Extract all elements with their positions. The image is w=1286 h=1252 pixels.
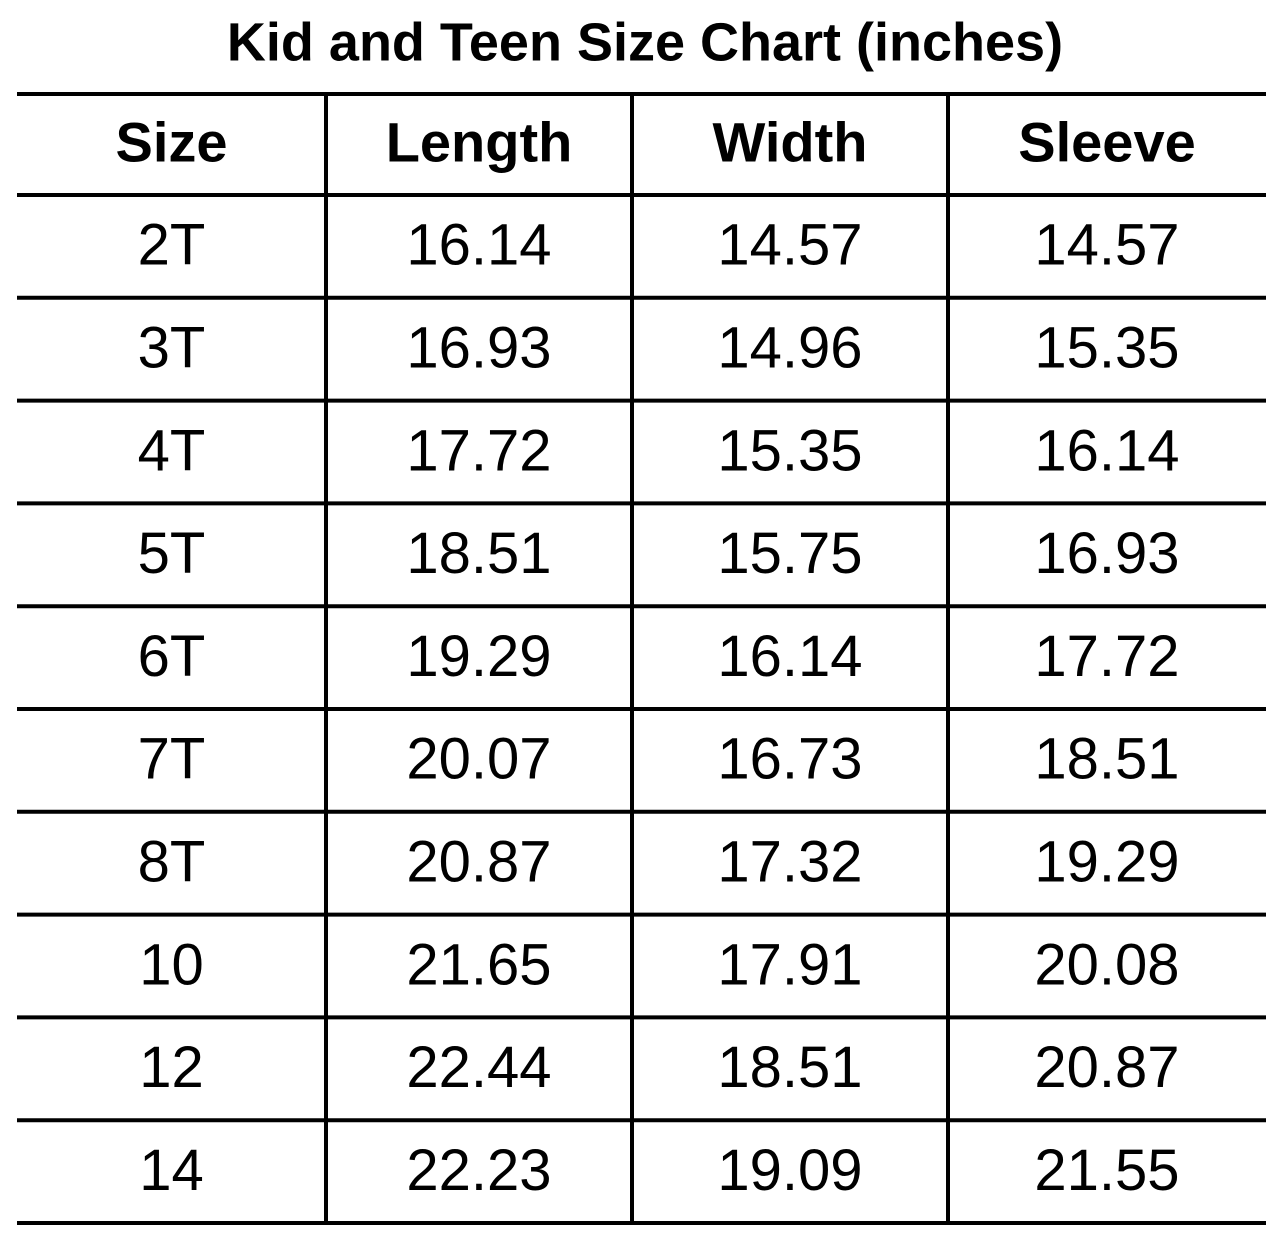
table-cell: 12	[139, 1035, 204, 1100]
table-cell: 3T	[138, 316, 206, 381]
table-cell: 20.87	[1034, 1035, 1179, 1100]
table-cell: 18.51	[406, 521, 551, 586]
header-cell: Width	[713, 110, 868, 173]
table-cell: 17.72	[406, 418, 551, 483]
table-cell: 15.35	[717, 418, 862, 483]
table-cell: 15.35	[1034, 316, 1179, 381]
table-cell: 16.14	[1034, 418, 1179, 483]
table-cell: 14	[139, 1138, 204, 1203]
title: Kid and Teen Size Chart (inches)	[227, 12, 1063, 72]
table-cell: 19.09	[717, 1138, 862, 1203]
table-cell: 4T	[138, 418, 206, 483]
table-cell: 17.32	[717, 830, 862, 895]
table-cell: 7T	[138, 727, 206, 792]
table-cell: 19.29	[406, 624, 551, 689]
table-cell: 19.29	[1034, 830, 1179, 895]
table-cell: 17.91	[717, 932, 862, 997]
table-cell: 18.51	[717, 1035, 862, 1100]
table-cell: 6T	[138, 624, 206, 689]
table-cell: 21.55	[1034, 1138, 1179, 1203]
table-cell: 16.93	[406, 316, 551, 381]
table-cell: 10	[139, 932, 204, 997]
table-cell: 14.57	[717, 213, 862, 278]
table-cell: 16.93	[1034, 521, 1179, 586]
table-cell: 14.96	[717, 316, 862, 381]
header-cell: Sleeve	[1018, 110, 1196, 173]
table-cell: 22.44	[406, 1035, 551, 1100]
table-cell: 14.57	[1034, 213, 1179, 278]
table-cell: 2T	[138, 213, 206, 278]
table-cell: 16.73	[717, 727, 862, 792]
table-cell: 8T	[138, 830, 206, 895]
header-cell: Size	[115, 110, 227, 173]
table-cell: 16.14	[406, 213, 551, 278]
table-cell: 15.75	[717, 521, 862, 586]
table-cell: 21.65	[406, 932, 551, 997]
table-cell: 20.08	[1034, 932, 1179, 997]
table-cell: 20.87	[406, 830, 551, 895]
table-cell: 5T	[138, 521, 206, 586]
table-cell: 17.72	[1034, 624, 1179, 689]
header-cell: Length	[386, 110, 573, 173]
table-cell: 18.51	[1034, 727, 1179, 792]
table-cell: 16.14	[717, 624, 862, 689]
table-cell: 20.07	[406, 727, 551, 792]
table-cell: 22.23	[406, 1138, 551, 1203]
